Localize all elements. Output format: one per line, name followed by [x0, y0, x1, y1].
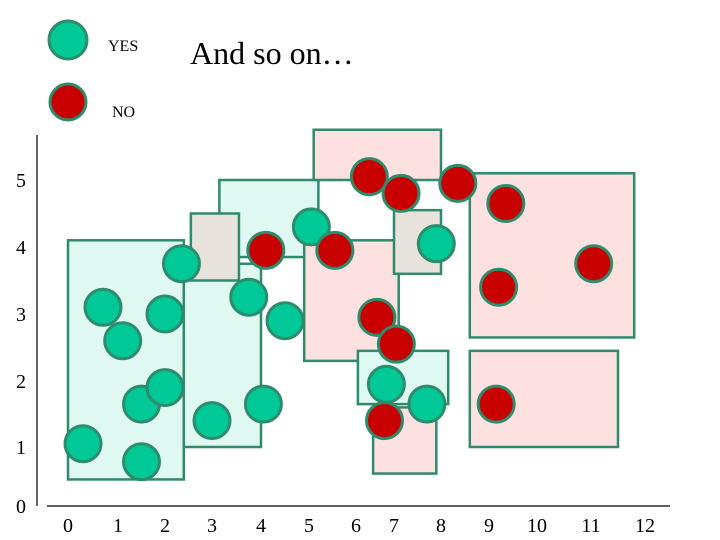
yes-point [291, 207, 331, 247]
legend-yes-label: YES [108, 38, 138, 55]
no-point [479, 267, 519, 307]
yes-point [161, 244, 201, 284]
y-tick-label: 2 [16, 371, 26, 393]
no-point [376, 324, 416, 364]
x-tick-label: 6 [351, 515, 361, 537]
legend-no-marker [48, 82, 88, 122]
no-point [476, 384, 516, 424]
point-layer [63, 157, 614, 482]
yes-point [416, 224, 456, 264]
legend: YES NO [47, 19, 138, 122]
y-tick-label: 5 [16, 170, 26, 192]
x-tick-label: 9 [484, 515, 494, 537]
no-point [315, 230, 355, 270]
x-tick-label: 3 [207, 515, 217, 537]
x-tick-label: 11 [581, 515, 600, 537]
yes-point [103, 321, 143, 361]
no-point [486, 183, 526, 223]
yes-point [366, 364, 406, 404]
legend-no-label: NO [112, 104, 135, 121]
legend-yes-marker [47, 19, 89, 61]
yes-point [265, 301, 305, 341]
no-point [349, 157, 389, 197]
yes-point [243, 384, 283, 424]
no-point [574, 244, 614, 284]
x-tick-label: 1 [113, 515, 123, 537]
x-tick-label: 2 [160, 515, 170, 537]
no-point [381, 173, 421, 213]
x-tick-label: 12 [635, 515, 655, 537]
yes-point [122, 442, 161, 482]
no-point [365, 401, 404, 441]
slide-title: And so on… [190, 35, 354, 71]
x-tick-label: 8 [436, 515, 446, 537]
yes-point [83, 287, 123, 327]
y-tick-label: 0 [16, 496, 26, 518]
x-tick-label: 10 [527, 515, 547, 537]
no-point [438, 163, 478, 203]
y-tick-label: 3 [16, 304, 26, 326]
yes-point [63, 424, 103, 464]
no-point [246, 230, 286, 270]
yes-point [145, 294, 185, 334]
x-tick-label: 4 [256, 515, 266, 537]
x-tick-label: 5 [304, 515, 314, 537]
yes-point [192, 401, 232, 441]
axes [36, 135, 670, 507]
y-tick-label: 1 [16, 437, 26, 459]
x-tick-label: 7 [389, 515, 399, 537]
region-no-5 [468, 349, 620, 449]
y-tick-label: 4 [16, 237, 26, 259]
x-tick-label: 0 [63, 515, 73, 537]
yes-point [229, 277, 269, 317]
yes-point [145, 368, 185, 408]
yes-point [407, 384, 447, 424]
no-point [357, 297, 397, 337]
